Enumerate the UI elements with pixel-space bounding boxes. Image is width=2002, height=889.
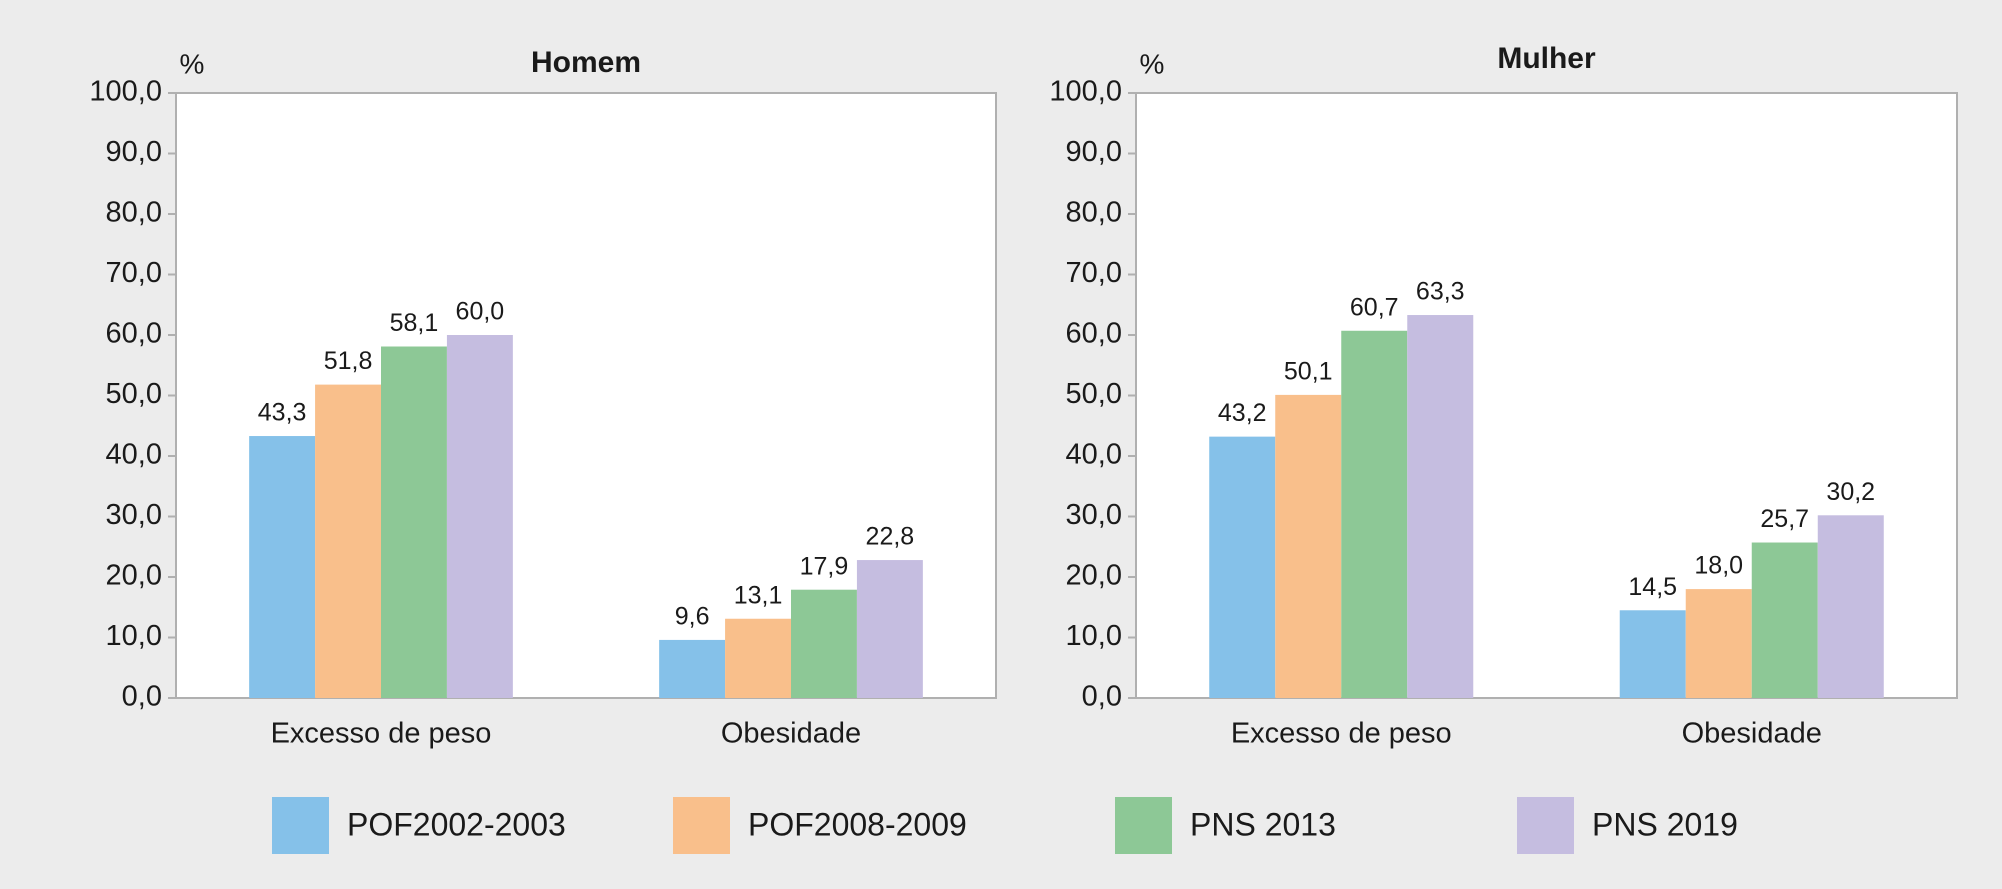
legend-swatch — [272, 797, 329, 854]
legend-swatch — [1115, 797, 1172, 854]
data-label: 43,3 — [258, 399, 307, 427]
y-tick-label: 100,0 — [89, 76, 162, 108]
bar — [1619, 610, 1686, 698]
y-tick-label: 20,0 — [1066, 560, 1122, 592]
bar — [381, 346, 447, 698]
data-label: 25,7 — [1760, 505, 1809, 533]
x-tick-label: Obesidade — [1682, 718, 1822, 750]
legend-label: POF2008-2009 — [748, 806, 967, 842]
x-tick-label: Excesso de peso — [271, 718, 492, 750]
x-tick-label: Obesidade — [721, 718, 861, 750]
bar — [1751, 542, 1818, 698]
legend-swatch — [1517, 797, 1574, 854]
data-label: 63,3 — [1416, 278, 1465, 306]
bar — [725, 618, 791, 698]
y-tick-label: 30,0 — [1066, 499, 1122, 531]
y-tick-label: 0,0 — [122, 681, 162, 713]
bar — [791, 589, 857, 698]
y-tick-label: 0,0 — [1082, 681, 1122, 713]
y-tick-label: 20,0 — [106, 560, 162, 592]
legend-label: PNS 2019 — [1592, 806, 1738, 842]
data-label: 51,8 — [324, 347, 373, 375]
data-label: 43,2 — [1218, 399, 1267, 427]
bar — [315, 384, 381, 698]
bar — [1275, 394, 1342, 698]
y-tick-label: 50,0 — [106, 378, 162, 410]
y-tick-label: 70,0 — [106, 257, 162, 289]
y-tick-label: 30,0 — [106, 499, 162, 531]
y-axis-label: % — [1140, 48, 1165, 79]
y-tick-label: 40,0 — [106, 439, 162, 471]
bar — [1341, 330, 1408, 698]
data-label: 17,9 — [800, 552, 849, 580]
bar — [1817, 515, 1884, 698]
y-axis-label: % — [180, 48, 205, 79]
y-tick-label: 60,0 — [1066, 318, 1122, 350]
data-label: 18,0 — [1694, 552, 1743, 580]
y-tick-label: 80,0 — [106, 197, 162, 229]
chart-title: Mulher — [1497, 42, 1596, 75]
data-label: 14,5 — [1628, 573, 1677, 601]
y-tick-label: 80,0 — [1066, 197, 1122, 229]
x-tick-label: Excesso de peso — [1231, 718, 1452, 750]
legend-swatch — [673, 797, 730, 854]
data-label: 30,2 — [1826, 478, 1875, 506]
bar — [1209, 436, 1276, 698]
y-tick-label: 60,0 — [106, 318, 162, 350]
y-tick-label: 90,0 — [106, 136, 162, 168]
y-tick-label: 10,0 — [106, 620, 162, 652]
legend-label: PNS 2013 — [1190, 806, 1336, 842]
data-label: 9,6 — [675, 603, 710, 631]
chart-title: Homem — [531, 46, 641, 79]
data-label: 60,7 — [1350, 293, 1399, 321]
data-label: 50,1 — [1284, 358, 1333, 386]
bar — [249, 436, 316, 698]
data-label: 13,1 — [734, 581, 783, 609]
y-tick-label: 40,0 — [1066, 439, 1122, 471]
data-label: 22,8 — [866, 523, 915, 551]
legend-label: POF2002-2003 — [347, 806, 566, 842]
bar — [1407, 315, 1474, 698]
bar — [856, 560, 923, 698]
y-tick-label: 100,0 — [1049, 76, 1122, 108]
bar — [1685, 589, 1752, 698]
bar — [446, 335, 513, 698]
data-label: 58,1 — [390, 309, 439, 337]
bar — [659, 639, 726, 698]
data-label: 60,0 — [456, 298, 505, 326]
y-tick-label: 10,0 — [1066, 620, 1122, 652]
y-tick-label: 90,0 — [1066, 136, 1122, 168]
y-tick-label: 50,0 — [1066, 378, 1122, 410]
y-tick-label: 70,0 — [1066, 257, 1122, 289]
